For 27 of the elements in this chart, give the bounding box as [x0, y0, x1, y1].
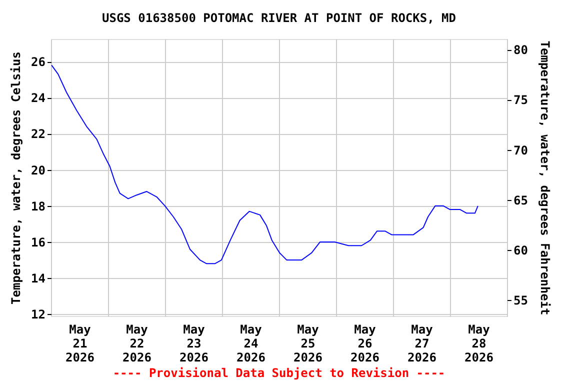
y2-tick-label: 80 [514, 43, 528, 58]
y-tick-label: 20 [31, 163, 46, 178]
x-tick-label: May 25 2026 [294, 322, 322, 364]
y-tick-label: 14 [31, 272, 46, 286]
y2-tick-label: 65 [514, 193, 528, 208]
y-tick-label: 12 [31, 308, 46, 322]
x-tick-label: May 27 2026 [408, 322, 436, 364]
x-tick-label: May 24 2026 [236, 322, 266, 364]
y-tick-label: 26 [31, 55, 46, 70]
x-tick-label: May 28 2026 [464, 322, 494, 364]
y-tick-label: 16 [31, 236, 46, 250]
y-tick-label: 24 [31, 91, 46, 106]
y2-tick-label: 70 [514, 143, 528, 158]
x-tick-label: May 26 2026 [350, 322, 380, 364]
y2-tick-label: 75 [514, 93, 528, 108]
y2-tick-label: 60 [514, 244, 528, 258]
text: ---- Provisional Data Subject to Revision ---- [112, 366, 446, 380]
line-series [51, 64, 478, 264]
y-axis-title: Temperature, water, degrees Celsius [9, 52, 24, 304]
y2-axis-title: Temperature, water, degrees Fahrenheit [538, 40, 552, 316]
x-tick-label: May 21 2026 [66, 322, 94, 364]
y-tick-label: 22 [31, 127, 46, 142]
y-tick-label: 18 [31, 199, 46, 214]
y2-tick-label: 55 [514, 294, 528, 308]
x-tick-label: May 22 2026 [122, 322, 152, 364]
chart-title: USGS 01638500 POTOMAC RIVER AT POINT OF ROCKS, MD [102, 11, 456, 25]
x-tick-label: May 23 2026 [180, 322, 208, 364]
